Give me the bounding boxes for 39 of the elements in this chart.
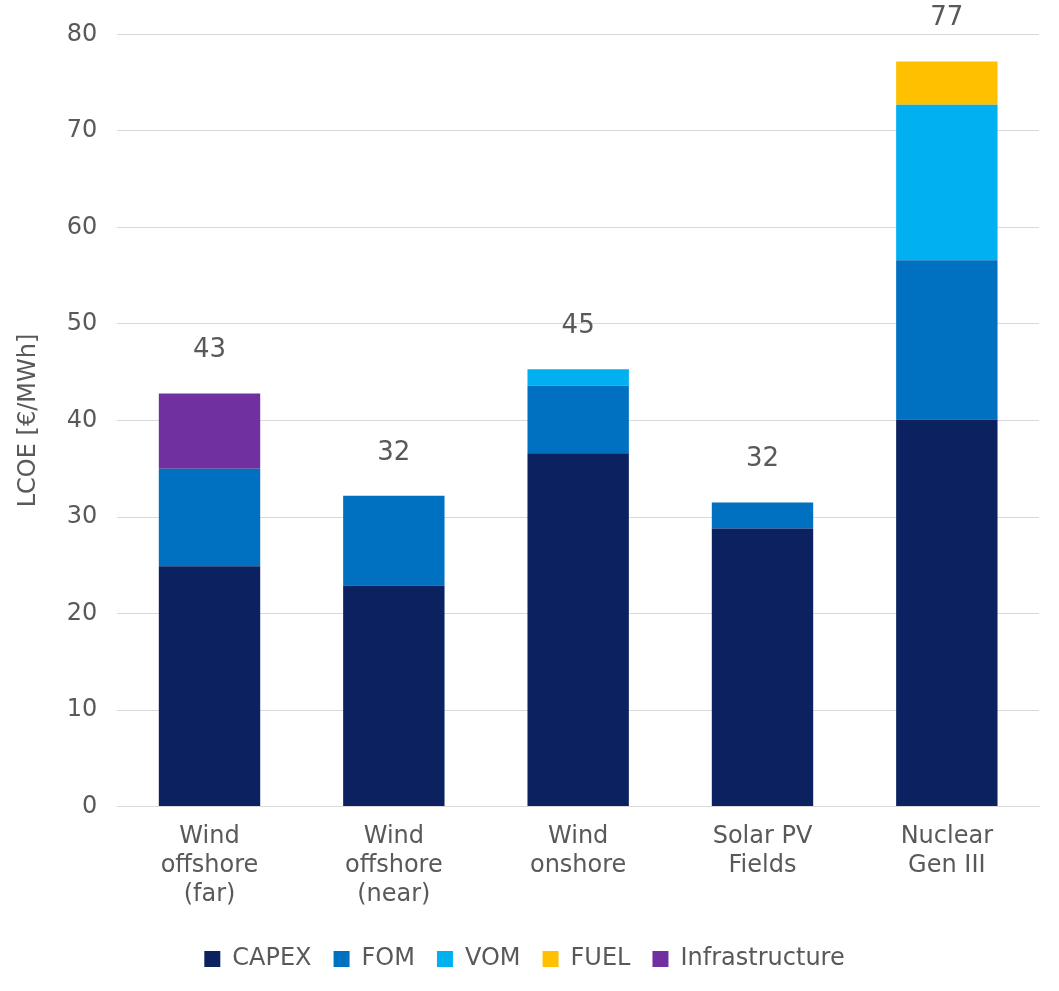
legend-label: VOM bbox=[464, 943, 521, 972]
y-tick-label: 30 bbox=[66, 501, 98, 530]
x-tick-label: Wind onshore bbox=[529, 821, 627, 879]
y-tick-label: 40 bbox=[66, 404, 98, 433]
bar bbox=[158, 393, 261, 469]
legend-label: FOM bbox=[361, 943, 415, 972]
y-tick-label: 70 bbox=[66, 115, 98, 144]
y-tick-label: 0 bbox=[82, 790, 98, 819]
y-tick-label: 20 bbox=[66, 597, 98, 626]
bar bbox=[896, 61, 998, 105]
bar bbox=[711, 528, 814, 807]
total-label: 77 bbox=[930, 1, 964, 32]
total-label: 43 bbox=[192, 333, 227, 364]
bar bbox=[343, 585, 445, 807]
x-tick-label: Wind offshore (near) bbox=[344, 821, 443, 907]
y-axis-title: LCOE [€/MWh] bbox=[12, 333, 41, 508]
bar bbox=[711, 502, 814, 529]
y-tick-label: 10 bbox=[66, 694, 98, 723]
total-label: 45 bbox=[561, 309, 595, 340]
bar bbox=[527, 385, 629, 454]
legend-label: CAPEX bbox=[232, 943, 312, 972]
bar bbox=[158, 468, 261, 567]
y-tick-label: 60 bbox=[66, 211, 98, 240]
bar bbox=[896, 419, 998, 807]
bar bbox=[896, 104, 998, 261]
y-tick-label: 80 bbox=[66, 18, 98, 47]
x-tick-label: Wind offshore (far) bbox=[160, 821, 259, 907]
legend-label: FUEL bbox=[570, 943, 632, 972]
y-tick-label: 50 bbox=[66, 308, 98, 337]
bar bbox=[158, 566, 261, 807]
x-tick-label: Nuclear Gen III bbox=[900, 821, 994, 879]
total-label: 32 bbox=[377, 435, 411, 466]
total-label: 32 bbox=[745, 442, 780, 473]
bar bbox=[527, 369, 629, 386]
legend-label: Infrastructure bbox=[680, 943, 845, 972]
bar bbox=[527, 453, 629, 807]
x-tick-label: Solar PV Fields bbox=[712, 821, 813, 879]
bar bbox=[896, 260, 998, 420]
bar bbox=[343, 495, 445, 586]
